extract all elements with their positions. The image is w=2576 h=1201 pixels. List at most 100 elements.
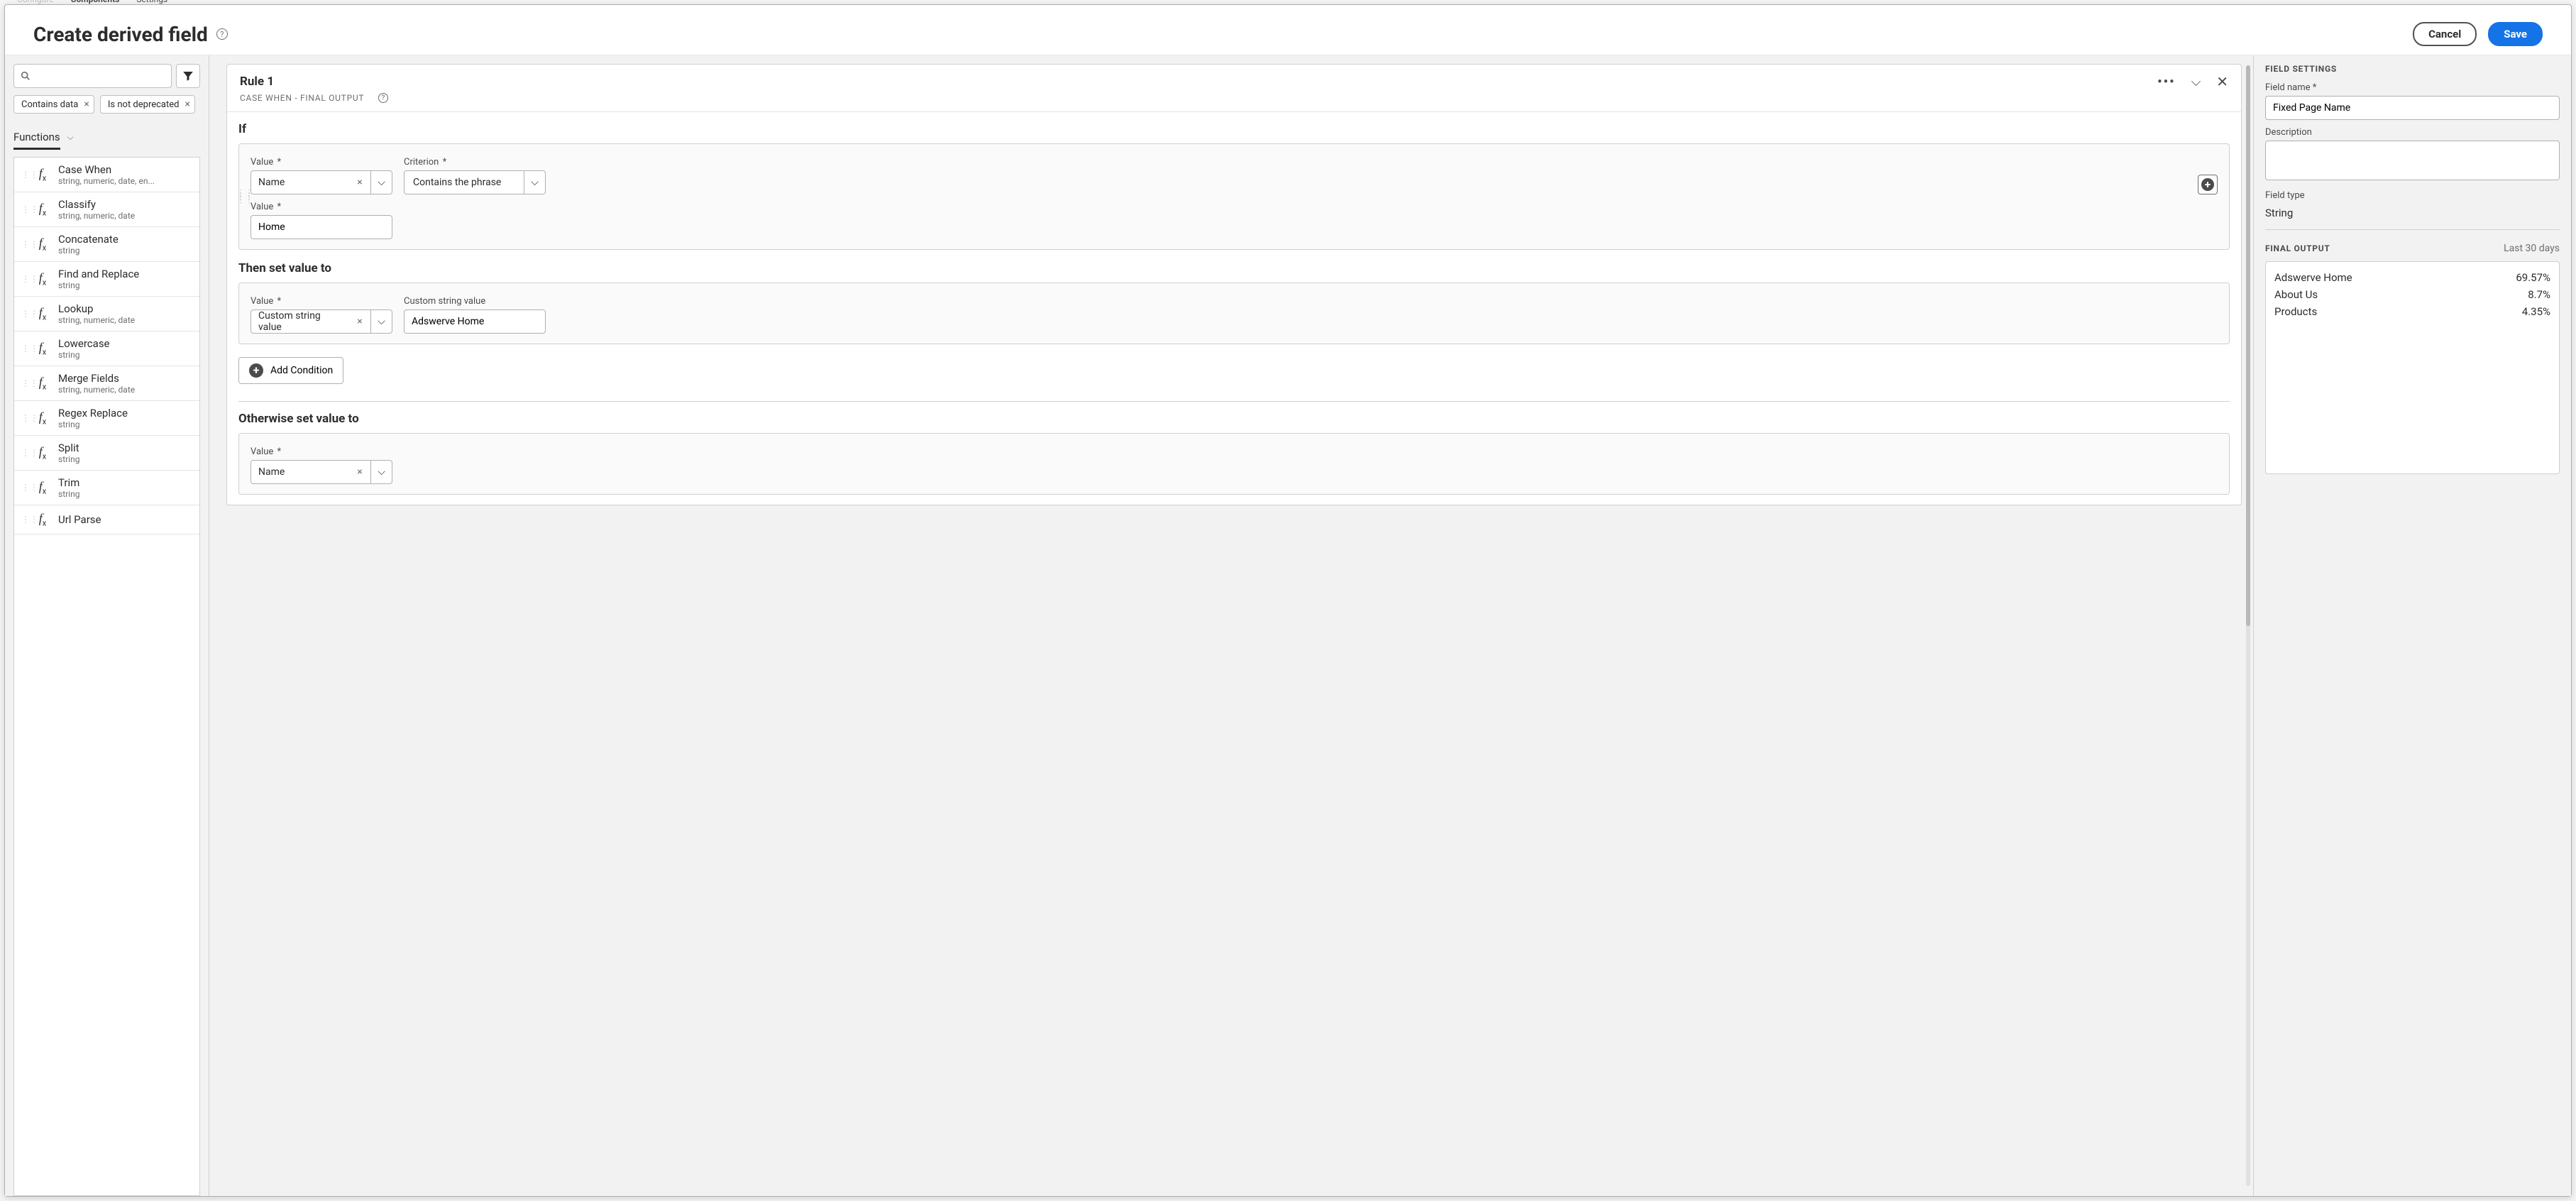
drag-handle-icon[interactable]: ⋮⋮	[21, 172, 28, 177]
function-name: Merge Fields	[58, 372, 135, 385]
function-item[interactable]: ⋮⋮ fx Merge Fieldsstring, numeric, date	[14, 366, 199, 401]
output-row-pct: 69.57%	[2516, 271, 2550, 284]
fx-icon: fx	[35, 270, 50, 287]
output-row-label: Adswerve Home	[2274, 271, 2352, 284]
right-panel: FIELD SETTINGS Field name * Description …	[2253, 55, 2571, 1196]
search-box[interactable]	[13, 64, 172, 88]
chevron-down-icon[interactable]: ⌵	[370, 310, 392, 333]
chip-contains-data[interactable]: Contains data×	[13, 95, 94, 114]
page-title: Create derived field	[33, 23, 208, 46]
then-value-dropdown[interactable]: Custom string value × ⌵	[251, 309, 392, 334]
chip-not-deprecated[interactable]: Is not deprecated×	[100, 95, 195, 114]
function-item[interactable]: ⋮⋮fxSplitstring	[14, 436, 199, 471]
fx-icon: fx	[35, 375, 50, 392]
custom-string-group: Custom string value	[404, 296, 546, 334]
cancel-button[interactable]: Cancel	[2413, 22, 2477, 46]
drag-handle-icon[interactable]: ⋮⋮	[21, 517, 28, 522]
function-item[interactable]: ⋮⋮ fx Lowercasestring	[14, 331, 199, 366]
value-label: Value *	[251, 157, 392, 168]
rule-subtitle: CASE WHEN - FINAL OUTPUT ?	[227, 93, 2241, 112]
filter-button[interactable]	[176, 64, 200, 88]
drag-handle-icon[interactable]: ⋮⋮	[21, 381, 28, 385]
function-types: string, numeric, date	[58, 385, 135, 395]
function-item[interactable]: ⋮⋮ fx Classifystring, numeric, date	[14, 192, 199, 227]
functions-label: Functions	[13, 131, 60, 150]
function-types: string	[58, 454, 79, 464]
chip-remove-icon[interactable]: ×	[185, 99, 189, 110]
functions-heading[interactable]: Functions ⌵	[13, 125, 200, 150]
drag-handle-icon[interactable]: ⋮⋮	[21, 416, 28, 420]
add-criterion-wrap: +	[2198, 175, 2218, 194]
filter-chips: Contains data× Is not deprecated×	[13, 95, 200, 114]
rule-card: Rule 1 ••• ⌵ ✕ CASE WHEN - FINAL OUTPUT …	[226, 64, 2242, 505]
drag-handle-icon[interactable]: ⋮⋮	[21, 207, 28, 212]
function-item[interactable]: ⋮⋮fxTrimstring	[14, 471, 199, 505]
rule-title: Rule 1	[240, 75, 274, 89]
field-name-input[interactable]	[2265, 96, 2560, 120]
search-icon	[20, 70, 31, 82]
scrollbar[interactable]	[2246, 65, 2250, 1186]
rule-header: Rule 1 ••• ⌵ ✕	[227, 65, 2241, 93]
save-button[interactable]: Save	[2488, 22, 2543, 46]
field-type-label: Field type	[2265, 190, 2560, 201]
function-list: ⋮⋮fxCase Whenstring, numeric, date, en..…	[13, 157, 200, 1196]
clear-icon[interactable]: ×	[349, 461, 370, 483]
derived-field-modal: Create derived field ? Cancel Save Conta…	[4, 4, 2572, 1197]
function-item[interactable]: ⋮⋮fxRegex Replacestring	[14, 401, 199, 436]
function-text: Concatenatestring	[58, 233, 119, 256]
drag-handle-icon[interactable]: ⋮⋮⋮⋮⋮⋮	[236, 192, 253, 202]
help-icon[interactable]: ?	[216, 28, 228, 40]
field-settings-heading: FIELD SETTINGS	[2265, 64, 2560, 74]
scrollbar-thumb[interactable]	[2246, 65, 2250, 626]
drag-handle-icon[interactable]: ⋮⋮	[21, 312, 28, 316]
fx-icon: fx	[35, 410, 50, 427]
function-item[interactable]: ⋮⋮fxFind and Replacestring	[14, 262, 199, 297]
drag-handle-icon[interactable]: ⋮⋮	[21, 346, 28, 351]
function-text: Trimstring	[58, 476, 79, 499]
drag-handle-icon[interactable]: ⋮⋮	[21, 451, 28, 455]
dropdown-value: Contains the phrase	[404, 171, 524, 194]
value-field-group: Value * Name × ⌵	[251, 157, 392, 194]
close-icon[interactable]: ✕	[2216, 73, 2228, 90]
add-criterion-button[interactable]: +	[2198, 175, 2218, 194]
drag-handle-icon[interactable]: ⋮⋮	[21, 486, 28, 490]
help-icon[interactable]: ?	[378, 93, 388, 103]
function-text: Lowercasestring	[58, 337, 110, 360]
description-input[interactable]	[2265, 141, 2560, 180]
more-icon[interactable]: •••	[2157, 75, 2175, 89]
value2-field-group: Value *	[251, 202, 392, 239]
center-panel: Rule 1 ••• ⌵ ✕ CASE WHEN - FINAL OUTPUT …	[209, 55, 2253, 1196]
function-item[interactable]: ⋮⋮fxLookupstring, numeric, date	[14, 297, 199, 331]
chevron-down-icon[interactable]: ⌵	[524, 171, 545, 194]
then-heading: Then set value to	[238, 261, 2230, 275]
fx-icon: fx	[35, 340, 50, 357]
if-heading: If	[238, 122, 2230, 136]
fx-icon: fx	[35, 201, 50, 218]
function-item[interactable]: ⋮⋮fxUrl Parse	[14, 505, 199, 534]
chip-remove-icon[interactable]: ×	[84, 99, 89, 110]
then-row: Value * Custom string value × ⌵ Custom s…	[251, 296, 2218, 334]
chevron-down-icon[interactable]: ⌵	[370, 171, 392, 194]
then-value-label: Value *	[251, 296, 392, 307]
search-input[interactable]	[37, 70, 165, 82]
clear-icon[interactable]: ×	[349, 171, 370, 194]
function-text: Classifystring, numeric, date	[58, 198, 135, 221]
field-name-label: Field name *	[2265, 82, 2560, 93]
if-value-dropdown[interactable]: Name × ⌵	[251, 170, 392, 194]
chevron-down-icon[interactable]: ⌵	[370, 461, 392, 483]
output-row-label: Products	[2274, 305, 2317, 318]
function-item[interactable]: ⋮⋮fxCase Whenstring, numeric, date, en..…	[14, 158, 199, 192]
if-value-input[interactable]	[251, 215, 392, 239]
clear-icon[interactable]: ×	[349, 310, 370, 333]
collapse-icon[interactable]: ⌵	[2191, 75, 2201, 89]
if-row-2: Value *	[251, 202, 2218, 239]
add-condition-button[interactable]: + Add Condition	[238, 357, 343, 384]
drag-handle-icon[interactable]: ⋮⋮	[21, 277, 28, 281]
otherwise-value-dropdown[interactable]: Name × ⌵	[251, 460, 392, 484]
left-panel: Contains data× Is not deprecated× Functi…	[5, 55, 209, 1196]
drag-handle-icon[interactable]: ⋮⋮	[21, 242, 28, 246]
function-item[interactable]: ⋮⋮fxConcatenatestring	[14, 227, 199, 262]
custom-string-input[interactable]	[404, 309, 546, 334]
criterion-dropdown[interactable]: Contains the phrase ⌵	[404, 170, 546, 194]
function-types: string	[58, 280, 139, 290]
